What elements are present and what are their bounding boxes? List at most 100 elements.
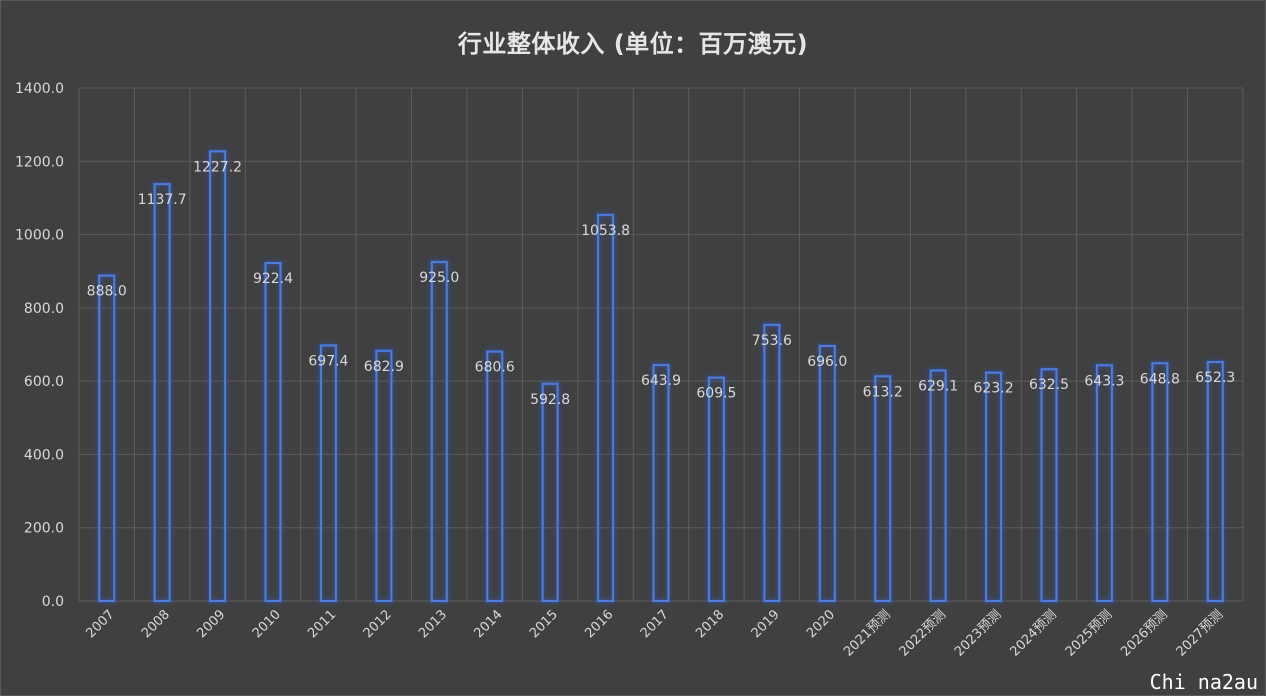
bar (1151, 362, 1169, 602)
data-label: 652.3 (1195, 370, 1235, 386)
bar (1040, 368, 1058, 602)
data-label: 643.3 (1084, 373, 1124, 389)
y-tick-label: 800.0 (24, 301, 64, 317)
x-tick-label: 2012 (361, 607, 395, 641)
x-tick-label: 2008 (139, 607, 173, 641)
x-tick-label: 2023预测 (952, 607, 1004, 659)
bar (264, 262, 282, 602)
x-tick-label: 2021预测 (841, 607, 893, 659)
x-tick-label: 2019 (749, 607, 783, 641)
data-labels: 888.0 1137.7 1227.2 922.4 697.4 682.9 925.0 680… (87, 159, 1236, 407)
bar (541, 382, 559, 602)
bar-glow (1095, 363, 1114, 603)
x-tick-label: 2007 (84, 607, 118, 641)
data-label: 925.0 (419, 270, 459, 286)
bar-glow (707, 376, 726, 603)
watermark-text: Chi na2au (1149, 670, 1258, 694)
bar (818, 344, 836, 603)
y-tick-label: 1200.0 (15, 154, 64, 170)
bars (97, 149, 1225, 603)
bar-glow (984, 371, 1003, 603)
data-label: 1053.8 (581, 223, 630, 239)
x-tick-label: 2013 (416, 607, 450, 641)
y-tick-label: 0.0 (42, 594, 64, 610)
bar (319, 344, 337, 603)
bar (929, 369, 947, 603)
x-tick-label: 2009 (194, 607, 228, 641)
x-tick-label: 2025预测 (1063, 607, 1115, 659)
data-label: 1137.7 (138, 192, 187, 208)
bar-glow (541, 382, 560, 603)
bar (985, 371, 1003, 603)
data-label: 648.8 (1140, 371, 1180, 387)
data-label: 1227.2 (193, 159, 242, 175)
bar-glow (652, 363, 670, 603)
data-label: 888.0 (87, 284, 127, 300)
bar-glow (264, 261, 282, 603)
bar-glow (153, 182, 172, 603)
chart-title: 行业整体收入 (单位：百万澳元) (457, 30, 809, 58)
bar-glow (430, 260, 449, 603)
y-tick-label: 200.0 (24, 521, 64, 537)
bar-glow (596, 213, 615, 603)
data-label: 613.2 (863, 384, 903, 400)
bar-glow (485, 350, 504, 603)
x-tick-label: 2024预测 (1007, 607, 1059, 659)
y-tick-label: 400.0 (24, 447, 64, 463)
y-tick-label: 1000.0 (15, 228, 64, 244)
x-tick-label: 2018 (693, 607, 727, 641)
bar (486, 350, 504, 602)
bar (1206, 360, 1224, 602)
data-label: 753.6 (752, 333, 792, 349)
bar (874, 375, 892, 602)
bar-glow (873, 374, 892, 603)
bar-glow (762, 323, 781, 603)
data-label: 697.4 (308, 353, 348, 369)
x-axis-tick-labels: 2007 2008 2009 2010 2011 2012 2013 2014 2015 2016… (84, 607, 1227, 659)
y-tick-label: 1400.0 (15, 81, 64, 97)
gridlines (78, 87, 1244, 602)
bar (652, 364, 670, 602)
data-label: 643.9 (641, 373, 681, 389)
x-tick-label: 2015 (527, 607, 561, 641)
bar (153, 183, 171, 602)
x-tick-label: 2020 (804, 607, 838, 641)
data-label: 922.4 (253, 271, 293, 287)
bar (375, 349, 393, 602)
bar (98, 274, 116, 602)
bar-glow (1206, 360, 1225, 603)
x-tick-label: 2022预测 (897, 607, 949, 659)
data-label: 609.5 (696, 386, 736, 402)
data-label: 592.8 (530, 392, 570, 408)
data-label: 682.9 (364, 359, 404, 375)
bar (430, 261, 448, 602)
data-label: 696.0 (807, 354, 847, 370)
data-label: 623.2 (974, 381, 1014, 397)
y-tick-label: 600.0 (24, 374, 64, 390)
data-label: 680.6 (475, 360, 515, 376)
x-tick-label: 2010 (250, 607, 284, 641)
x-tick-label: 2027预测 (1174, 607, 1226, 659)
bar-glow (374, 349, 393, 603)
bar-glow (319, 343, 338, 603)
bar (209, 150, 227, 603)
x-tick-label: 2014 (472, 607, 506, 641)
bar-glow (1040, 367, 1058, 603)
bar-glow (97, 274, 116, 603)
bar-glow (208, 149, 227, 603)
x-tick-label: 2017 (638, 607, 672, 641)
bar (763, 323, 781, 602)
data-label: 632.5 (1029, 377, 1069, 393)
data-label: 629.1 (918, 378, 958, 394)
bar-glow (1150, 361, 1169, 603)
x-tick-label: 2011 (305, 607, 339, 641)
bar-glow (818, 344, 837, 603)
x-tick-label: 2016 (582, 607, 616, 641)
x-tick-label: 2026预测 (1118, 607, 1170, 659)
bar-glow (929, 368, 948, 603)
bar (1095, 364, 1113, 602)
y-axis-tick-labels: 0.0 200.0 400.0 600.0 800.0 1000.0 1200.0 1400.… (15, 81, 64, 610)
bar (597, 213, 615, 602)
bar (707, 376, 725, 602)
